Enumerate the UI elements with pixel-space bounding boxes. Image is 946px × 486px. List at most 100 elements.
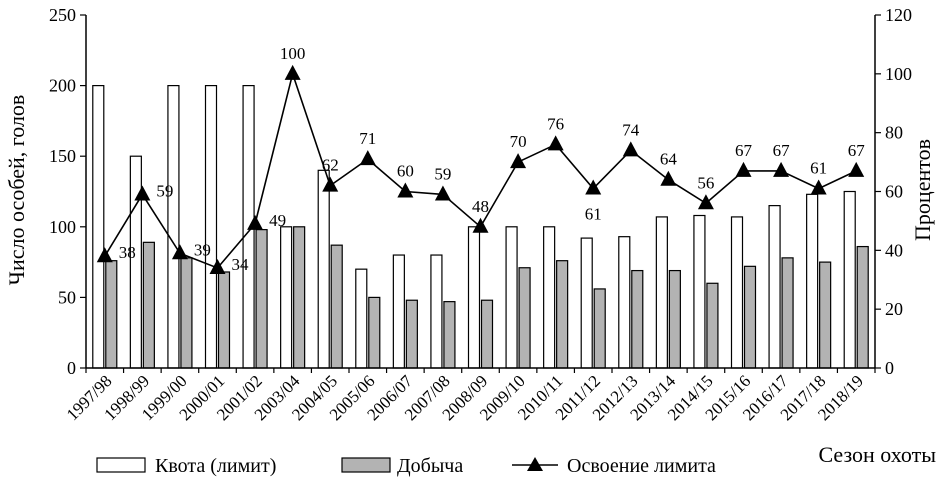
bar-quota-9 [430,254,443,369]
utilization-data-label-8: 60 [397,162,414,181]
legend-swatch-harvest [341,457,391,473]
bar-harvest-8 [405,299,418,369]
bar-quota-10 [467,226,481,369]
utilization-data-label-3: 34 [232,255,250,274]
bar-harvest-17 [743,265,757,369]
legend-label-utilization: Освоение лимита [567,455,716,477]
y-left-tick-label-3: 150 [49,146,76,166]
utilization-data-label-16: 56 [697,173,714,192]
y-right-tick-label-2: 40 [885,240,903,260]
bar-harvest-1 [142,241,155,369]
utilization-data-label-18: 67 [773,141,791,160]
utilization-data-label-15: 64 [660,150,678,169]
y-right-tick-label-6: 120 [885,5,912,25]
y-left-tick-label-1: 50 [58,287,76,307]
y-left-tick-label-0: 0 [67,358,76,378]
legend: Квота (лимит) Добыча Освоение лимита [96,455,716,477]
bar-quota-2 [167,84,180,369]
bar-quota-18 [768,205,781,369]
bar-harvest-9 [443,301,456,369]
bar-quota-14 [618,236,631,369]
utilization-marker-19 [810,179,827,195]
bar-harvest-10 [480,299,494,369]
utilization-marker-18 [773,161,790,177]
utilization-marker-20 [848,161,865,177]
bar-quota-3 [204,84,218,369]
y-axis-right-title: Процентов [910,139,935,241]
utilization-marker-6 [322,176,339,192]
utilization-marker-16 [697,194,714,210]
utilization-marker-2 [171,244,188,260]
bar-quota-6 [317,169,330,369]
utilization-marker-12 [547,135,564,151]
y-left-tick-label-2: 100 [49,217,76,237]
bar-harvest-7 [368,296,381,369]
bar-harvest-20 [856,245,869,369]
bar-quota-16 [693,214,706,369]
bar-quota-19 [806,193,819,369]
bar-harvest-12 [556,260,569,369]
y-right-tick-label-5: 100 [885,64,912,84]
bar-quota-13 [580,237,593,369]
utilization-data-label-7: 71 [359,129,376,148]
y-axis-left-title: Число особей, голов [4,95,29,286]
bar-harvest-0 [105,260,118,369]
bar-harvest-14 [631,269,644,369]
x-axis-title: Сезон охоты [818,442,936,467]
utilization-data-label-19: 61 [810,159,827,178]
utilization-marker-13 [585,179,602,195]
utilization-data-label-2: 39 [194,240,211,259]
bar-harvest-19 [819,261,832,369]
utilization-marker-4 [247,214,264,230]
utilization-marker-9 [434,185,451,201]
bar-quota-15 [655,216,668,369]
bar-quota-17 [730,216,744,369]
utilization-data-label-13: 61 [585,205,602,224]
y-left-tick-label-5: 250 [49,5,76,25]
legend-triangle-marker [527,457,543,471]
bar-harvest-16 [706,282,719,369]
utilization-marker-5 [284,64,301,80]
labels-layer: 38 59 39 34 49 100 62 71 60 59 48 70 76 61 74 64 56 67 67 6… [119,44,865,274]
bar-quota-12 [543,226,556,369]
utilization-data-label-20: 67 [848,141,866,160]
utilization-marker-15 [660,170,677,186]
y-right-tick-label-4: 80 [885,123,903,143]
bar-harvest-4 [255,229,268,369]
bar-harvest-11 [518,267,531,369]
utilization-data-label-10: 48 [472,197,489,216]
bar-harvest-15 [668,269,681,369]
utilization-marker-8 [397,182,414,198]
bar-quota-8 [392,254,405,369]
utilization-data-label-1: 59 [156,181,173,200]
bar-harvest-3 [217,271,231,369]
utilization-marker-11 [510,153,527,169]
legend-label-harvest: Добыча [397,455,463,477]
utilization-data-label-0: 38 [119,243,136,262]
bar-harvest-6 [330,244,343,369]
utilization-data-label-4: 49 [269,211,286,230]
bar-quota-20 [843,190,856,369]
utilization-marker-17 [735,161,752,177]
line-layer [96,64,865,274]
utilization-marker-3 [209,258,226,274]
bar-quota-5 [280,226,293,369]
bar-quota-11 [505,226,518,369]
utilization-data-label-17: 67 [735,141,753,160]
bar-harvest-18 [781,257,794,369]
utilization-marker-14 [622,141,639,157]
y-right-tick-label-0: 0 [885,358,894,378]
bar-harvest-2 [180,257,193,369]
utilization-marker-7 [359,150,376,166]
bars-layer [92,84,869,369]
legend-swatch-quota [96,457,146,473]
y-right-tick-label-3: 60 [885,182,903,202]
utilization-data-label-12: 76 [547,114,564,133]
y-right-tick-label-1: 20 [885,299,903,319]
utilization-marker-0 [96,247,113,263]
utilization-data-label-5: 100 [280,44,306,63]
utilization-data-label-14: 74 [622,120,640,139]
bar-harvest-5 [293,226,306,369]
utilization-data-label-9: 59 [434,164,451,183]
